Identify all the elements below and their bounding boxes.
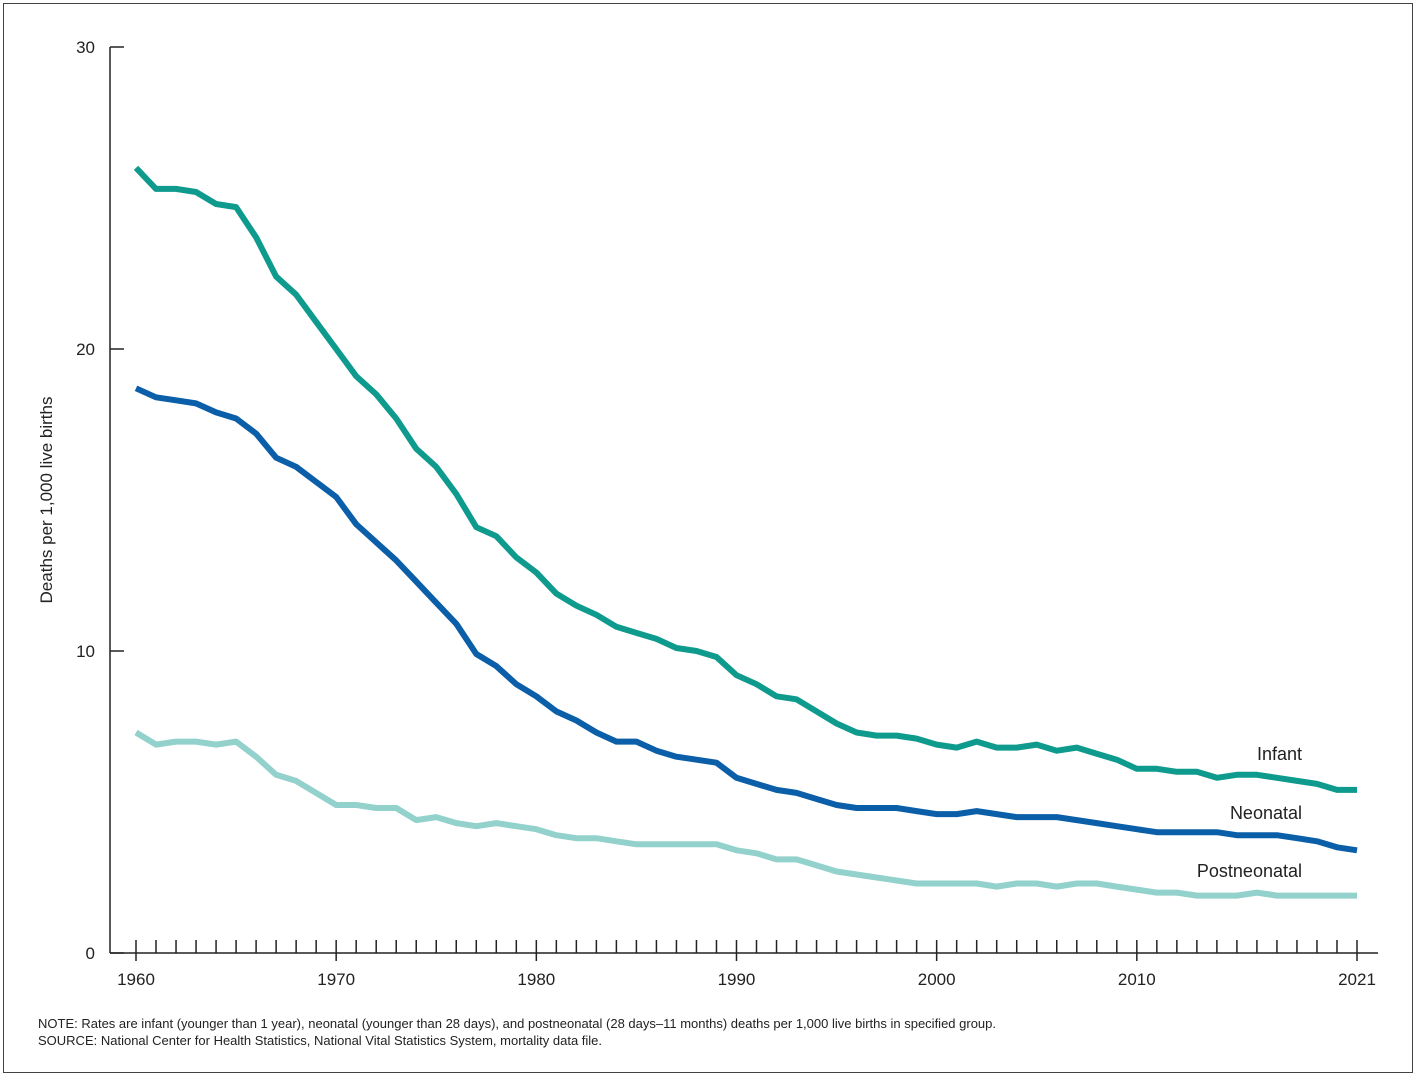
x-tick-label: 1970 xyxy=(317,970,355,989)
x-tick-label: 1960 xyxy=(117,970,155,989)
x-tick-label: 1990 xyxy=(718,970,756,989)
y-axis-title: Deaths per 1,000 live births xyxy=(37,397,56,604)
series-line-postneonatal xyxy=(134,729,1357,899)
chart-axes: 0 10 20 30 1960 1970 1980 1990 2000 2010 2021 Death… xyxy=(37,38,1378,989)
x-tick-label: 2021 xyxy=(1338,970,1376,989)
series-line-neonatal xyxy=(134,385,1358,854)
x-tick-label: 2010 xyxy=(1118,970,1156,989)
y-tick-label: 10 xyxy=(76,642,95,661)
series-line-infant xyxy=(133,165,1357,793)
series-label-infant: Infant xyxy=(1257,744,1302,764)
chart-source: SOURCE: National Center for Health Stati… xyxy=(38,1033,603,1048)
x-tick-label: 2000 xyxy=(918,970,956,989)
y-tick-label: 20 xyxy=(76,340,95,359)
chart-note: NOTE: Rates are infant (younger than 1 y… xyxy=(38,1016,997,1031)
chart-frame xyxy=(3,3,1413,1073)
series-label-postneonatal: Postneonatal xyxy=(1197,861,1302,881)
y-tick-label: 30 xyxy=(76,38,95,57)
series-label-neonatal: Neonatal xyxy=(1230,803,1302,823)
y-tick-label: 0 xyxy=(86,944,95,963)
x-tick-label: 1980 xyxy=(517,970,555,989)
chart-labels: Infant Neonatal Postneonatal xyxy=(1197,744,1302,881)
chart-series xyxy=(133,165,1358,899)
line-chart: 0 10 20 30 1960 1970 1980 1990 2000 2010 2021 Death… xyxy=(37,38,1378,989)
